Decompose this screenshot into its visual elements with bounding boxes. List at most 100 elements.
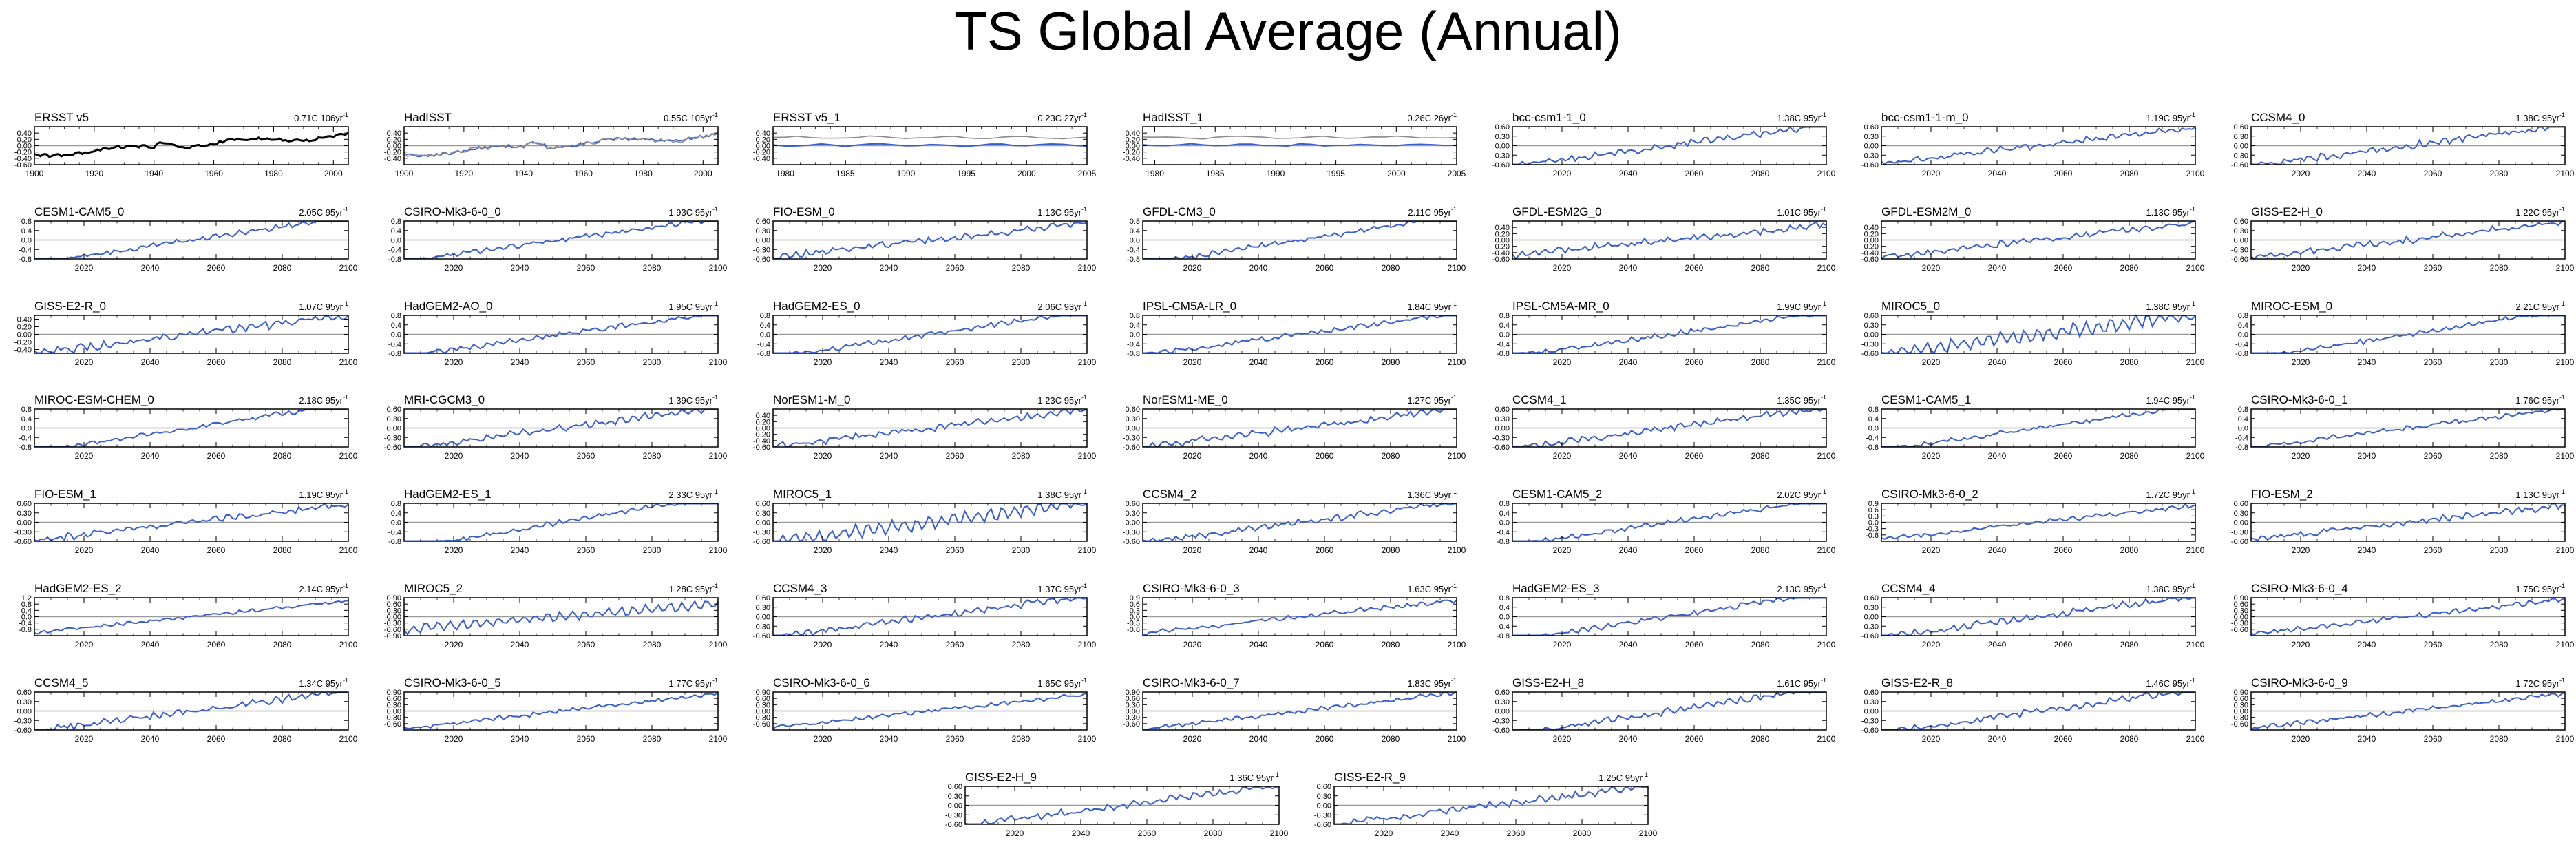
panel-ipsl-cm5a-mr-0: IPSL-CM5A-MR_0 1.99C 95yr-1 -0.8 -0.40.00.4… xyxy=(1497,300,1836,367)
x-tick-label: 2060 xyxy=(2054,734,2073,744)
x-tick-label: 2100 xyxy=(1078,545,1097,555)
x-tick-label: 2020 xyxy=(75,451,94,461)
panel-miroc5-2: MIROC5_2 1.28C 95yr-1-0.90-0.60-0.300.000… xyxy=(384,582,728,649)
trend-unit: -1 xyxy=(2559,394,2565,401)
trend-unit: -1 xyxy=(343,394,348,401)
panel-title: GISS-E2-R_0 xyxy=(34,300,106,313)
trend-unit: -1 xyxy=(712,112,718,118)
panel-title: FIO-ESM_0 xyxy=(773,205,835,218)
y-tick-label: -0.60 xyxy=(1492,161,1510,169)
y-tick-label: 0.60 xyxy=(1126,500,1140,508)
series-line xyxy=(773,315,1087,354)
panel-title: GISS-E2-H_9 xyxy=(965,771,1037,784)
x-tick-label: 2040 xyxy=(1988,263,2007,273)
trend-label: 0.71C 106yr-1 xyxy=(294,112,348,123)
trend-label: 1.23C 95yr-1 xyxy=(1037,394,1087,406)
series-line xyxy=(403,691,719,729)
panel-title: HadGEM2-AO_0 xyxy=(404,300,493,313)
y-tick-label: 0.30 xyxy=(948,793,962,801)
panel-title: FIO-ESM_1 xyxy=(34,488,96,501)
x-tick-label: 2060 xyxy=(577,640,595,649)
series-line xyxy=(34,408,348,448)
series-line xyxy=(403,600,719,636)
y-tick-label: -0.20 xyxy=(384,149,401,157)
x-tick-label: 2020 xyxy=(445,357,463,367)
x-tick-label: 2080 xyxy=(1012,545,1031,555)
x-tick-label: 2100 xyxy=(2186,357,2205,367)
x-tick-label: 2040 xyxy=(1249,357,1268,367)
y-tick-label: 0.00 xyxy=(387,143,401,151)
y-tick-label: 0.60 xyxy=(1495,406,1510,414)
y-tick-label: -0.60 xyxy=(753,255,770,264)
x-tick-label: 2020 xyxy=(1375,828,1393,838)
panel-miroc-esm-chem-0: MIROC-ESM-CHEM_0 2.18C 95yr-1-0.8-0.40.00… xyxy=(19,393,358,461)
trend-label: 1.83C 95yr-1 xyxy=(1407,677,1457,689)
trend-unit: -1 xyxy=(712,583,718,589)
y-tick-label: 0.0 xyxy=(1130,237,1140,245)
x-tick-label: 2100 xyxy=(1817,734,1836,744)
panel-giss-e2-h-8: GISS-E2-H_8 1.61C 95yr-1 -0.60 -0.300.000.3… xyxy=(1492,676,1836,744)
panel-title: NorESM1-ME_0 xyxy=(1143,393,1228,406)
x-tick-label: 2060 xyxy=(1316,640,1334,649)
x-tick-label: 2100 xyxy=(1817,545,1836,555)
trend-label: 2.18C 95yr-1 xyxy=(299,394,348,406)
series-line xyxy=(2250,220,2565,260)
x-tick-label: 2040 xyxy=(880,545,898,555)
panel-title: CSIRO-Mk3-6-0_3 xyxy=(1143,582,1240,595)
y-tick-label: -0.8 xyxy=(388,538,401,546)
trend-unit: -1 xyxy=(712,394,718,401)
y-tick-label: 0.30 xyxy=(2234,510,2248,518)
x-tick-label: 2020 xyxy=(1922,169,1941,178)
x-tick-label: 2020 xyxy=(814,357,832,367)
panel-bcc-csm1-1-m-0: bcc-csm1-1-m_0 1.19C 95yr-1 -0.60-0.300.00… xyxy=(1861,111,2205,178)
trend-label: 2.06C 93yr-1 xyxy=(1037,300,1087,312)
x-tick-label: 2060 xyxy=(2424,263,2442,273)
series-line xyxy=(773,597,1088,636)
x-tick-label: 2080 xyxy=(2490,451,2509,461)
y-tick-label: 0.8 xyxy=(1499,594,1510,603)
y-tick-label: 0.0 xyxy=(21,425,32,433)
x-tick-label: 2040 xyxy=(1988,169,2007,178)
panel-title: MIROC-ESM-CHEM_0 xyxy=(34,393,154,406)
series-line xyxy=(1143,220,1457,260)
y-tick-label: 0.00 xyxy=(2234,614,2248,622)
y-tick-label: -0.60 xyxy=(1861,632,1879,640)
x-tick-label: 2100 xyxy=(339,263,358,273)
y-tick-label: -0.40 xyxy=(14,346,32,355)
y-tick-label: -0.30 xyxy=(1492,717,1510,725)
y-tick-label: 0.20 xyxy=(756,136,770,144)
y-tick-label: 0.00 xyxy=(1495,708,1510,716)
y-tick-label: 0.8 xyxy=(21,218,32,226)
x-tick-label: 2080 xyxy=(273,640,292,649)
y-tick-label: -0.3 xyxy=(1866,525,1879,534)
trend-label: 1.28C 95yr-1 xyxy=(668,583,718,594)
y-tick-label: 0.30 xyxy=(756,604,770,612)
x-tick-label: 2100 xyxy=(2556,263,2575,273)
panel-title: CESM1-CAM5_1 xyxy=(1881,393,1971,406)
x-tick-label: 2020 xyxy=(1553,451,1572,461)
x-tick-label: 2020 xyxy=(2292,734,2310,744)
x-tick-label: 1980 xyxy=(264,169,283,178)
trend-label: 0.26C 26yr-1 xyxy=(1407,112,1457,123)
x-tick-label: 2040 xyxy=(1249,734,1268,744)
x-tick-label: 2060 xyxy=(2424,451,2442,461)
trend-unit: -1 xyxy=(2559,488,2565,495)
series-line xyxy=(404,315,718,354)
series-line xyxy=(34,315,349,354)
x-tick-label: 2100 xyxy=(1078,640,1097,649)
trend-unit: -1 xyxy=(343,112,348,118)
panel-fio-esm-2: FIO-ESM_2 1.13C 95yr-1 -0.60 -0.300.000.30 0… xyxy=(2231,488,2575,555)
trend-label: 1.22C 95yr-1 xyxy=(2515,206,2565,218)
series-line xyxy=(1881,503,2196,541)
x-tick-label: 2100 xyxy=(2556,640,2575,649)
y-tick-label: -0.30 xyxy=(753,623,770,631)
panel-fio-esm-1: FIO-ESM_1 1.19C 95yr-1 -0.60 -0.300.000.30 0… xyxy=(14,488,358,555)
x-tick-label: 2005 xyxy=(1448,169,1466,178)
x-tick-label: 2080 xyxy=(2490,357,2509,367)
panel-noresm1-me-0: NorESM1-ME_0 1.27C 95yr-1-0.60-0.300.000.… xyxy=(1123,393,1466,461)
y-tick-label: 0.8 xyxy=(1499,312,1510,320)
y-tick-label: -0.8 xyxy=(757,350,770,358)
y-tick-label: -0.30 xyxy=(1861,340,1879,348)
trend-label: 1.13C 95yr-1 xyxy=(2515,488,2565,500)
panel-title: MIROC5_2 xyxy=(404,582,463,595)
